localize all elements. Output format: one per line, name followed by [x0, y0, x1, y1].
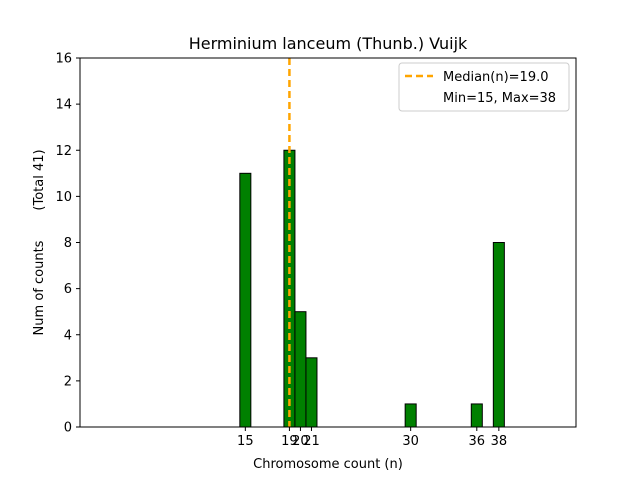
- x-tick-label: 30: [402, 434, 419, 449]
- y-tick-label: 10: [55, 190, 72, 205]
- y-axis: 0 2 4 6 8 10 12 14 16: [55, 52, 80, 436]
- bar-30: [404, 403, 417, 428]
- bar-20: [294, 311, 307, 428]
- legend: Median(n)=19.0 Min=15, Max=38: [398, 62, 570, 112]
- y-tick-label: 12: [55, 144, 72, 159]
- bar-15: [239, 172, 252, 428]
- x-tick-label: 20: [292, 434, 309, 449]
- x-tick-label: 21: [303, 434, 320, 449]
- y-axis-label-total: (Total 41): [32, 149, 47, 210]
- bar-36: [470, 403, 483, 428]
- legend-box: [398, 62, 570, 112]
- y-tick-label: 16: [55, 52, 72, 67]
- y-tick-label: 2: [64, 374, 72, 389]
- legend-entry-range: Min=15, Max=38: [443, 91, 556, 106]
- chart-title: Herminium lanceum (Thunb.) Vuijk: [189, 34, 468, 53]
- x-tick-label: 36: [469, 434, 486, 449]
- bar-21: [305, 357, 318, 428]
- x-tick-label: 38: [491, 434, 508, 449]
- legend-entry-median: Median(n)=19.0: [443, 70, 549, 85]
- y-tick-label: 4: [64, 328, 72, 343]
- y-tick-label: 14: [55, 98, 72, 113]
- y-tick-label: 6: [64, 282, 72, 297]
- x-tick-label: 19: [281, 434, 298, 449]
- y-tick-label: 8: [64, 236, 72, 251]
- x-axis-label: Chromosome count (n): [253, 457, 403, 472]
- x-tick-label: 15: [237, 434, 254, 449]
- y-tick-label: 0: [64, 421, 72, 436]
- y-axis-label: Num of counts: [32, 240, 47, 335]
- bars-layer: [239, 149, 505, 428]
- bar-38: [492, 242, 505, 428]
